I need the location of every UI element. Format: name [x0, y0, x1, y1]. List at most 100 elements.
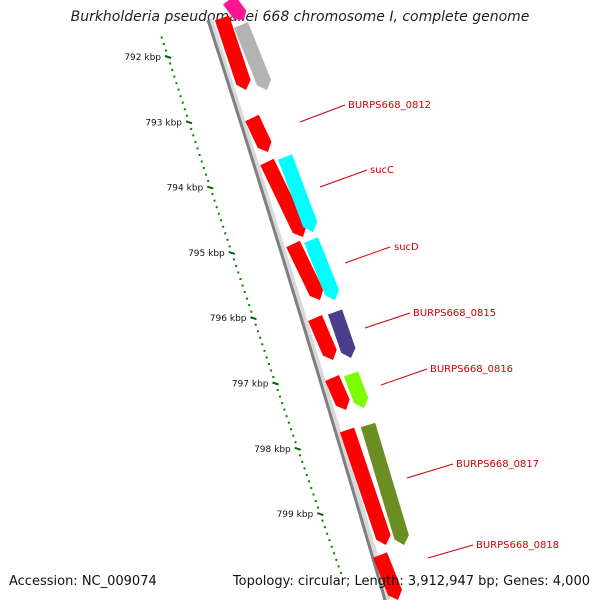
- ruler-minor-tick: [339, 571, 342, 574]
- cds-feature[interactable]: [308, 315, 337, 360]
- cds-feature[interactable]: [339, 427, 391, 545]
- gene-label-burps668_0817[interactable]: BURPS668_0817: [456, 459, 539, 470]
- gene-label-burps668_0816[interactable]: BURPS668_0816: [430, 364, 513, 375]
- ruler-minor-tick: [287, 421, 290, 424]
- ruler-minor-tick: [281, 402, 284, 405]
- ruler-minor-tick: [224, 232, 227, 235]
- ruler-minor-tick: [272, 375, 275, 378]
- ruler-minor-tick: [261, 343, 264, 346]
- genome-summary-text: Topology: circular; Length: 3,912,947 bp…: [232, 574, 590, 589]
- ruler-minor-tick: [335, 558, 338, 561]
- ruler-minor-tick: [283, 408, 286, 411]
- ruler-major-tick: [164, 55, 172, 59]
- ruler-tick-label: 792 kbp: [124, 53, 161, 63]
- ruler-minor-tick: [305, 473, 308, 476]
- cds-feature[interactable]: [286, 240, 324, 300]
- ruler-minor-tick: [198, 153, 201, 156]
- ruler-minor-tick: [185, 114, 188, 117]
- gene-label-sucd[interactable]: sucD: [394, 242, 419, 253]
- label-leader-line: [299, 104, 346, 123]
- ruler-major-tick: [185, 120, 193, 125]
- ruler-minor-tick: [211, 193, 214, 196]
- ruler-minor-tick: [213, 199, 216, 202]
- ruler-minor-tick: [333, 552, 336, 555]
- ruler-minor-tick: [220, 219, 222, 222]
- ruler-tick-label: 795 kbp: [188, 249, 225, 259]
- ruler-minor-tick: [222, 225, 225, 228]
- ruler-minor-tick: [290, 428, 293, 431]
- ruler-minor-tick: [278, 395, 281, 398]
- ruler-tick-label: 799 kbp: [277, 510, 314, 520]
- ruler-minor-tick: [241, 284, 244, 287]
- cog-feature[interactable]: [360, 422, 409, 545]
- ruler-minor-tick: [228, 245, 231, 248]
- ruler-minor-tick: [245, 297, 248, 300]
- cds-feature[interactable]: [260, 158, 307, 237]
- cog-feature[interactable]: [327, 309, 356, 358]
- backbone-shadow: [207, 19, 391, 600]
- cog-feature[interactable]: [277, 154, 318, 232]
- gene-tracks: [214, 0, 409, 600]
- ruler-minor-tick: [200, 160, 203, 163]
- backbone: [206, 19, 391, 600]
- ruler-minor-tick: [177, 88, 180, 91]
- ruler-minor-tick: [276, 389, 279, 392]
- gene-label-burps668_0818[interactable]: BURPS668_0818: [476, 540, 559, 551]
- gene-label-succ[interactable]: sucC: [370, 165, 394, 176]
- ruler-minor-tick: [169, 62, 172, 65]
- ruler-tick-label: 793 kbp: [145, 118, 182, 128]
- ruler-minor-tick: [270, 369, 273, 372]
- cds-feature[interactable]: [214, 15, 251, 90]
- cds-feature[interactable]: [373, 552, 402, 600]
- ruler-tick-label: 796 kbp: [210, 314, 247, 324]
- ruler-major-tick: [206, 185, 214, 190]
- ruler-tick-label: 794 kbp: [167, 184, 204, 194]
- cog-feature[interactable]: [343, 371, 369, 408]
- ruler-minor-tick: [323, 526, 326, 529]
- ruler-minor-tick: [160, 36, 163, 39]
- ruler-minor-tick: [292, 434, 295, 437]
- ruler-major-tick: [294, 446, 302, 451]
- ruler-minor-tick: [254, 323, 257, 326]
- ruler-minor-tick: [232, 258, 235, 261]
- ruler-minor-tick: [326, 532, 329, 535]
- ruler-major-tick: [250, 316, 257, 321]
- ruler-minor-tick: [308, 480, 310, 483]
- gene-label-burps668_0815[interactable]: BURPS668_0815: [413, 308, 496, 319]
- cog-feature[interactable]: [223, 0, 247, 20]
- ruler-minor-tick: [171, 69, 174, 72]
- ruler-minor-tick: [267, 362, 270, 365]
- ruler-minor-tick: [239, 278, 242, 281]
- ruler-minor-tick: [196, 147, 199, 150]
- ruler-minor-tick: [164, 49, 167, 52]
- ruler-minor-tick: [248, 304, 251, 307]
- ruler-minor-tick: [190, 127, 193, 130]
- gene-label-burps668_0812[interactable]: BURPS668_0812: [348, 100, 431, 111]
- ruler-minor-tick: [317, 506, 319, 509]
- ruler-minor-tick: [299, 454, 301, 457]
- ruler-minor-tick: [243, 291, 246, 294]
- ruler-minor-tick: [256, 330, 259, 333]
- ruler-minor-tick: [181, 101, 184, 104]
- ruler-minor-tick: [217, 212, 220, 215]
- accession-text: Accession: NC_009074: [9, 574, 157, 589]
- cog-feature[interactable]: [304, 237, 339, 300]
- ruler-minor-tick: [312, 493, 315, 496]
- ruler-minor-tick: [337, 565, 340, 568]
- ruler-minor-tick: [301, 460, 304, 463]
- ruler-minor-tick: [294, 441, 297, 444]
- cds-feature[interactable]: [245, 114, 272, 152]
- cds-feature[interactable]: [325, 374, 350, 410]
- backbone-line: [206, 19, 387, 600]
- ruler-minor-tick: [250, 310, 253, 313]
- ruler-minor-tick: [173, 75, 176, 78]
- cog-feature[interactable]: [234, 22, 271, 90]
- ruler-minor-tick: [205, 173, 207, 176]
- ruler-minor-tick: [330, 545, 333, 548]
- ruler-minor-tick: [175, 82, 178, 85]
- ruler-minor-tick: [303, 467, 306, 470]
- ruler-minor-tick: [215, 206, 218, 209]
- ruler-tick-label: 798 kbp: [254, 445, 291, 455]
- label-leader-line: [344, 246, 391, 264]
